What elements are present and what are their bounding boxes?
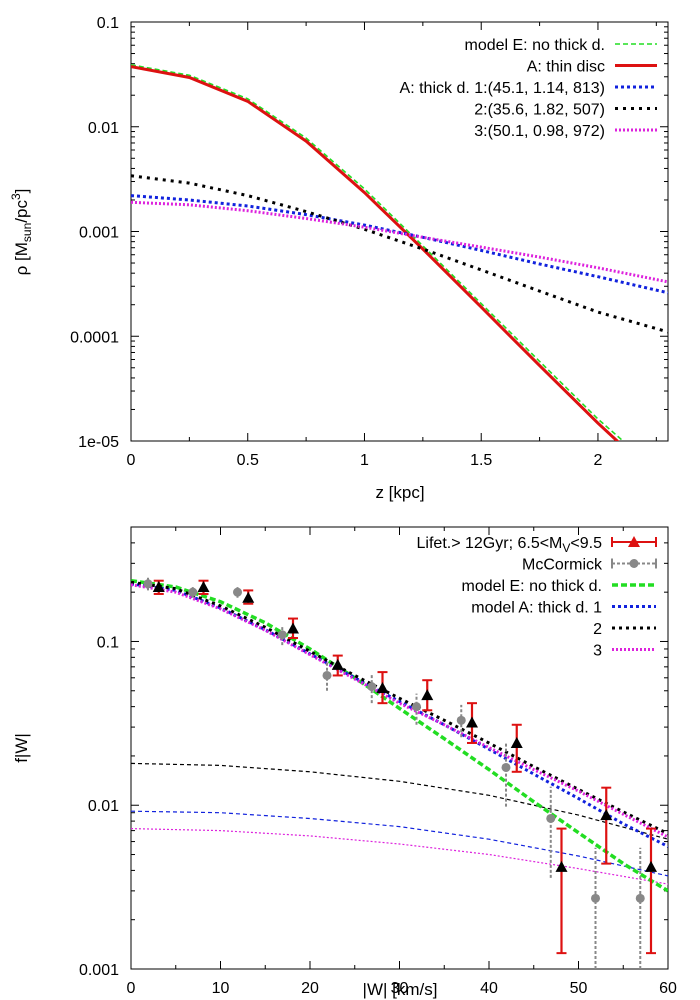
y-tick-label: 1e-05 <box>78 434 119 451</box>
x-tick-label: 10 <box>212 980 230 997</box>
velocity-panel: 0 10 20 30 40 50 60 0.1 0.01 0.001 Lifet.> 12Gyr;… <box>12 526 677 999</box>
curve-layer <box>131 64 668 441</box>
data-point-circle <box>233 587 243 597</box>
y-tick-label: 0.1 <box>97 15 119 32</box>
legend-label: 2:(35.6, 1.82, 507) <box>474 102 605 119</box>
legend-marker <box>629 559 639 568</box>
y-tick-label: 0.001 <box>79 962 119 979</box>
series-line <box>131 194 668 295</box>
plot-area <box>131 577 668 969</box>
legend-label: Lifet.> 12Gyr; 6.5<MV<9.5 <box>417 535 603 555</box>
plot-area <box>131 64 668 441</box>
data-point-circle <box>635 893 645 903</box>
data-point-circle <box>412 702 422 712</box>
density-panel: 0 0.5 1 1.5 2 0.1 0.01 0.001 0.0001 1e-05 model E… <box>9 15 669 502</box>
x-tick-label: 40 <box>480 980 498 997</box>
legend-label: model E: no thick d. <box>461 578 602 595</box>
series-line <box>131 64 625 441</box>
data-point-circle <box>322 670 332 680</box>
data-point-circle <box>188 587 198 597</box>
y-tick-label: 0.1 <box>97 634 119 651</box>
data-point-circle <box>546 813 556 823</box>
series-line <box>131 65 620 441</box>
legend-label: 3:(50.1, 0.98, 972) <box>474 123 605 140</box>
x-tick-label: 60 <box>659 980 677 997</box>
y-axis-label: f|W| <box>12 733 31 763</box>
x-axis-label: |W| [km/s] <box>363 980 438 999</box>
thin-series-line <box>131 762 668 840</box>
data-point-triangle <box>376 681 389 693</box>
data-point-triangle <box>331 658 344 670</box>
data-point-triangle <box>465 716 478 728</box>
data-point-triangle <box>510 736 523 748</box>
legend: Lifet.> 12Gyr; 6.5<MV<9.5 McCormick model … <box>417 535 657 660</box>
series-line <box>131 583 668 839</box>
thin-series-line <box>131 810 668 877</box>
y-tick-label: 0.001 <box>79 225 119 242</box>
x-tick-label: 2 <box>594 452 603 469</box>
series-line <box>131 580 668 836</box>
legend: model E: no thick d. A: thin disc A: thick… <box>400 37 657 140</box>
legend-label: McCormick <box>522 557 603 574</box>
data-point-triangle <box>555 860 568 872</box>
y-tick-label: 0.01 <box>88 798 119 815</box>
data-point-circle <box>367 682 377 692</box>
thin-series-line <box>131 828 668 885</box>
data-point-triangle <box>644 860 657 872</box>
tick-layer: 0 0.5 1 1.5 2 0.1 0.01 0.001 0.0001 1e-05 <box>70 15 668 469</box>
data-point-triangle <box>152 581 165 593</box>
data-point-circle <box>456 715 466 725</box>
x-tick-label: 0 <box>127 980 136 997</box>
y-axis-label: ρ [Msun/pc3] <box>9 189 34 276</box>
data-point-circle <box>501 762 511 772</box>
series-line <box>131 582 668 848</box>
series-line <box>131 174 668 334</box>
tick-layer: 0 10 20 30 40 50 60 0.1 0.01 0.001 <box>79 527 677 997</box>
series-line <box>131 578 668 893</box>
legend-marker <box>628 536 640 547</box>
data-point-triangle <box>197 581 210 593</box>
data-point-circle <box>143 579 153 589</box>
legend-label: model A: thick d. 1 <box>471 600 602 617</box>
series-line <box>131 200 668 284</box>
x-tick-label: 50 <box>570 980 588 997</box>
y-tick-label: 0.0001 <box>70 329 119 346</box>
legend-label: A: thin disc <box>527 59 605 76</box>
y-tick-label: 0.01 <box>88 120 119 137</box>
legend-label: model E: no thick d. <box>464 37 605 54</box>
curve-layer <box>131 577 668 969</box>
legend-label: A: thick d. 1:(45.1, 1.14, 813) <box>400 80 605 97</box>
data-point-circle <box>277 630 287 640</box>
legend-label: 2 <box>593 621 602 638</box>
x-tick-label: 30 <box>391 980 409 997</box>
data-point-circle <box>591 893 601 903</box>
data-point-triangle <box>242 591 255 603</box>
x-tick-label: 20 <box>301 980 319 997</box>
x-axis-label: z [kpc] <box>375 483 424 502</box>
x-tick-label: 1.5 <box>470 452 492 469</box>
x-tick-label: 1 <box>360 452 369 469</box>
x-tick-label: 0 <box>127 452 136 469</box>
legend-label: 3 <box>593 643 602 660</box>
data-point-triangle <box>421 689 434 701</box>
x-tick-label: 0.5 <box>237 452 259 469</box>
data-point-triangle <box>600 809 613 821</box>
data-point-triangle <box>286 622 299 634</box>
